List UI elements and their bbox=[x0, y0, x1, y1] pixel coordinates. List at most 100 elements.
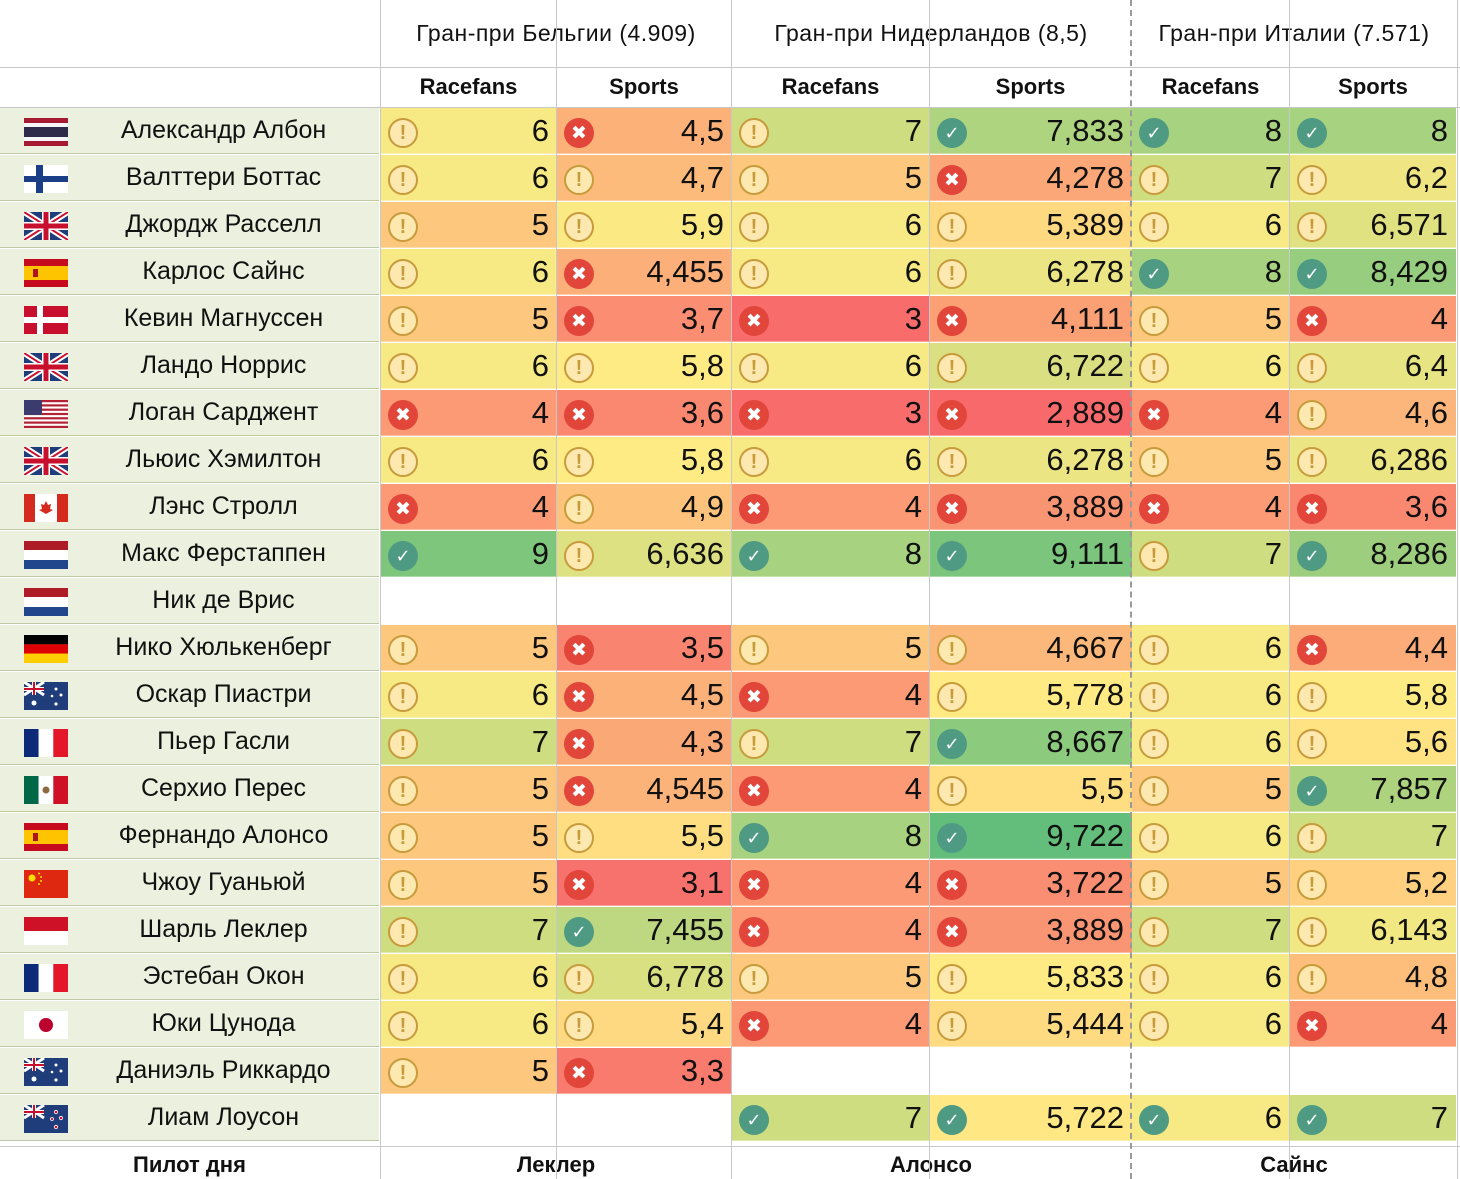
x-circle-icon: ✖ bbox=[739, 917, 769, 947]
rating-cell: ! 5,778 bbox=[930, 672, 1132, 718]
driver-name-cell: Юки Цунода bbox=[0, 1001, 379, 1047]
rating-cell: ! 6 bbox=[381, 108, 557, 154]
exclamation-circle-icon: ! bbox=[1297, 729, 1327, 759]
rating-cell: ! 5 bbox=[1132, 296, 1290, 342]
x-circle-icon: ✖ bbox=[564, 118, 594, 148]
rating-value: 5 bbox=[531, 206, 549, 242]
race-header-netherlands: Гран-при Нидерландов (8,5) bbox=[732, 0, 1130, 66]
rating-value: 3,3 bbox=[680, 1052, 724, 1088]
grid-line bbox=[731, 0, 732, 1179]
rating-cell: ✖ 3,722 bbox=[930, 860, 1132, 906]
rating-cell: ✖ 3,1 bbox=[557, 860, 732, 906]
rating-value: 5,4 bbox=[680, 1005, 724, 1041]
check-circle-icon: ✓ bbox=[937, 729, 967, 759]
rating-value: 8 bbox=[904, 817, 922, 853]
rating-value: 6 bbox=[1264, 723, 1282, 759]
rating-value: 5,778 bbox=[1046, 676, 1124, 712]
x-circle-icon: ✖ bbox=[739, 776, 769, 806]
exclamation-circle-icon: ! bbox=[1139, 447, 1169, 477]
rating-cell: ✖ 3,889 bbox=[930, 907, 1132, 953]
rating-value: 5 bbox=[904, 159, 922, 195]
x-circle-icon: ✖ bbox=[739, 1011, 769, 1041]
rating-cell: ✖ 4 bbox=[732, 860, 930, 906]
race-title-text: Гран-при Нидерландов ( bbox=[774, 19, 1046, 46]
flag-australia-icon bbox=[24, 682, 68, 710]
rating-value: 9,722 bbox=[1046, 817, 1124, 853]
rating-value: 4 bbox=[1430, 300, 1448, 336]
driver-name-cell: Карлос Сайнс bbox=[0, 249, 379, 295]
rating-value: 7 bbox=[1430, 817, 1448, 853]
rating-value: 9 bbox=[531, 535, 549, 571]
driver-name-cell: Льюис Хэмилтон bbox=[0, 437, 379, 483]
rating-value: 5 bbox=[531, 1052, 549, 1088]
rating-value: 5 bbox=[531, 300, 549, 336]
rating-value: 6 bbox=[1264, 347, 1282, 383]
rating-value: 4,5 bbox=[680, 112, 724, 148]
rating-cell: ! 6 bbox=[1132, 343, 1290, 389]
rating-cell: ! 7 bbox=[381, 719, 557, 765]
flag-netherlands-icon bbox=[24, 541, 68, 569]
rating-value: 4 bbox=[904, 770, 922, 806]
exclamation-circle-icon: ! bbox=[388, 917, 418, 947]
rating-value: 8,286 bbox=[1370, 535, 1448, 571]
rating-value: 3,5 bbox=[680, 629, 724, 665]
rating-cell: ! 7 bbox=[381, 907, 557, 953]
rating-cell: ! 5 bbox=[1132, 437, 1290, 483]
rating-value: 5,8 bbox=[680, 347, 724, 383]
grid-line bbox=[1457, 0, 1458, 1179]
rating-value: 8 bbox=[1264, 112, 1282, 148]
flag-monaco-icon bbox=[24, 917, 68, 945]
rating-cell: ✖ 3,889 bbox=[930, 484, 1132, 530]
rating-cell: ! 6,143 bbox=[1290, 907, 1456, 953]
exclamation-circle-icon: ! bbox=[388, 259, 418, 289]
rating-cell: ! 5 bbox=[381, 860, 557, 906]
driver-name: Оскар Пиастри bbox=[135, 680, 312, 708]
rating-cell: ! 5 bbox=[732, 155, 930, 201]
x-circle-icon: ✖ bbox=[739, 400, 769, 430]
check-circle-icon: ✓ bbox=[1139, 1105, 1169, 1135]
driver-name: Эстебан Окон bbox=[142, 962, 305, 990]
x-circle-icon: ✖ bbox=[564, 259, 594, 289]
rating-cell: ✓ 9,111 bbox=[930, 531, 1132, 577]
rating-value: 2,889 bbox=[1046, 394, 1124, 430]
rating-value: 6 bbox=[1264, 1005, 1282, 1041]
rating-value: 5,9 bbox=[680, 206, 724, 242]
driver-name-cell: Серхио Перес bbox=[0, 766, 379, 812]
rating-cell: ! 5,833 bbox=[930, 954, 1132, 1000]
source-header: Sports bbox=[995, 74, 1066, 99]
rating-cell: ! 5,5 bbox=[930, 766, 1132, 812]
exclamation-circle-icon: ! bbox=[739, 635, 769, 665]
rating-value: 8 bbox=[1430, 112, 1448, 148]
driver-name: Фернандо Алонсо bbox=[118, 821, 329, 849]
rating-value: 4 bbox=[904, 676, 922, 712]
x-circle-icon: ✖ bbox=[937, 870, 967, 900]
rating-cell: ! 6,278 bbox=[930, 249, 1132, 295]
flag-uk-icon bbox=[24, 212, 68, 240]
rating-cell: ✖ 4 bbox=[732, 907, 930, 953]
rating-cell: ! 7 bbox=[732, 719, 930, 765]
driver-name: Карлос Сайнс bbox=[142, 257, 305, 285]
rating-cell: ! 4,7 bbox=[557, 155, 732, 201]
rating-value: 5 bbox=[531, 817, 549, 853]
x-circle-icon: ✖ bbox=[564, 776, 594, 806]
x-circle-icon: ✖ bbox=[937, 400, 967, 430]
flag-uk-icon bbox=[24, 353, 68, 381]
race-title-text: Гран-при Италии ( bbox=[1158, 19, 1362, 46]
rating-value: 7 bbox=[1264, 159, 1282, 195]
rating-cell: ! 4,6 bbox=[1290, 390, 1456, 436]
exclamation-circle-icon: ! bbox=[1139, 776, 1169, 806]
rating-cell: ✓ 8,286 bbox=[1290, 531, 1456, 577]
check-circle-icon: ✓ bbox=[1297, 1105, 1327, 1135]
driver-name-cell: Пьер Гасли bbox=[0, 719, 379, 765]
rating-cell: ! 7 bbox=[1132, 155, 1290, 201]
rating-value: 4,455 bbox=[646, 253, 724, 289]
rating-value: 9,111 bbox=[1051, 535, 1124, 571]
rating-value: 5,444 bbox=[1046, 1005, 1124, 1041]
exclamation-circle-icon: ! bbox=[388, 118, 418, 148]
rating-cell: ✖ 4,111 bbox=[930, 296, 1132, 342]
rating-cell: ! 6 bbox=[381, 1001, 557, 1047]
exclamation-circle-icon: ! bbox=[564, 447, 594, 477]
grid-line bbox=[1289, 0, 1290, 1179]
grid-line bbox=[380, 0, 381, 1179]
rating-value: 6 bbox=[1264, 676, 1282, 712]
